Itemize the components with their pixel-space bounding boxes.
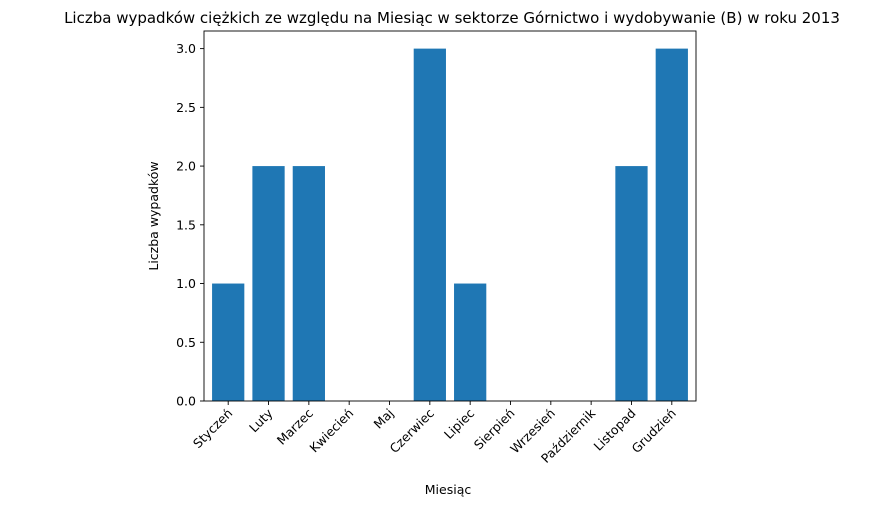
x-tick-label: Styczeń: [190, 406, 235, 451]
x-tick-label: Czerwiec: [386, 405, 437, 456]
y-tick-label: 0.0: [176, 394, 196, 409]
x-tick-label: Grudzień: [628, 406, 678, 456]
y-tick-label: 0.5: [176, 335, 196, 350]
chart-title: Liczba wypadków ciężkich ze względu na M…: [64, 9, 840, 27]
x-tick-label: Lipiec: [441, 405, 477, 441]
y-tick-label: 1.5: [176, 217, 196, 232]
y-tick-label: 3.0: [176, 41, 196, 56]
x-axis-label: Miesiąc: [425, 482, 472, 497]
y-tick-label: 1.0: [176, 276, 196, 291]
x-tick-label: Luty: [246, 405, 276, 435]
plot-frame: [203, 30, 697, 402]
bars-group: [212, 48, 688, 401]
bar-6: [454, 283, 487, 401]
bar-1: [252, 166, 285, 401]
bar-5: [413, 48, 446, 401]
bar-10: [615, 166, 648, 401]
bar-11: [655, 48, 688, 401]
y-tick-label: 2.5: [176, 100, 196, 115]
y-tick-label: 2.0: [176, 159, 196, 174]
x-tick-label: Kwiecień: [306, 406, 356, 456]
x-tick-label: Maj: [371, 406, 397, 432]
y-axis-label: Liczba wypadków: [146, 161, 161, 270]
bar-0: [212, 283, 245, 401]
y-axis: 0.0 0.5 1.0 1.5 2.0 2.5 3.0: [176, 41, 204, 409]
bar-2: [292, 166, 325, 401]
